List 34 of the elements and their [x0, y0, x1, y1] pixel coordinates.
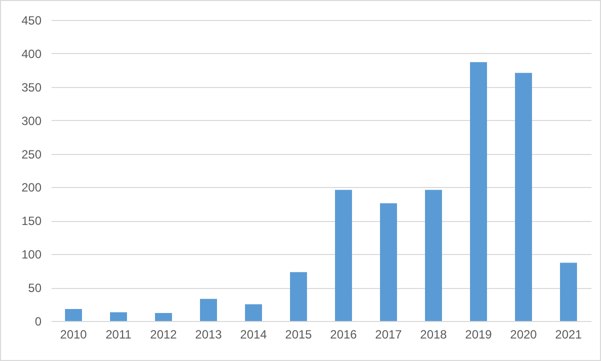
bar	[560, 262, 577, 321]
y-tick-label: 250	[21, 147, 42, 162]
x-tick-label: 2011	[106, 328, 132, 342]
y-tick-label: 300	[21, 114, 42, 128]
x-tick-label: 2013	[195, 328, 222, 342]
bar	[515, 72, 532, 321]
y-tick-label: 450	[21, 14, 42, 28]
bar	[110, 312, 127, 321]
y-tick-label: 350	[21, 80, 42, 94]
bar	[155, 312, 172, 321]
x-tick-label: 2010	[60, 328, 88, 342]
x-tick-label: 2012	[150, 328, 178, 342]
y-tick-label: 400	[21, 46, 42, 61]
x-tick-label: 2018	[420, 328, 448, 342]
x-tick-label: 2020	[510, 328, 538, 342]
bar	[245, 304, 262, 321]
x-tick-label: 2015	[285, 328, 312, 342]
y-tick-label: 200	[21, 180, 42, 195]
y-tick-label: 0	[34, 314, 42, 328]
x-tick-label: 2021	[555, 328, 582, 342]
bar	[470, 62, 487, 321]
y-tick-label: 150	[21, 214, 42, 228]
bar	[425, 190, 442, 321]
y-tick-label: 50	[28, 281, 42, 296]
x-tick-label: 2016	[330, 328, 358, 342]
x-tick-label: 2017	[375, 328, 402, 342]
bar	[290, 272, 307, 321]
x-tick-label: 2019	[465, 328, 492, 342]
x-tick-label: 2014	[240, 328, 268, 342]
bar	[65, 308, 82, 321]
y-tick-label: 100	[21, 248, 42, 262]
bar	[335, 190, 352, 321]
bar	[380, 203, 397, 321]
bar	[200, 298, 217, 321]
